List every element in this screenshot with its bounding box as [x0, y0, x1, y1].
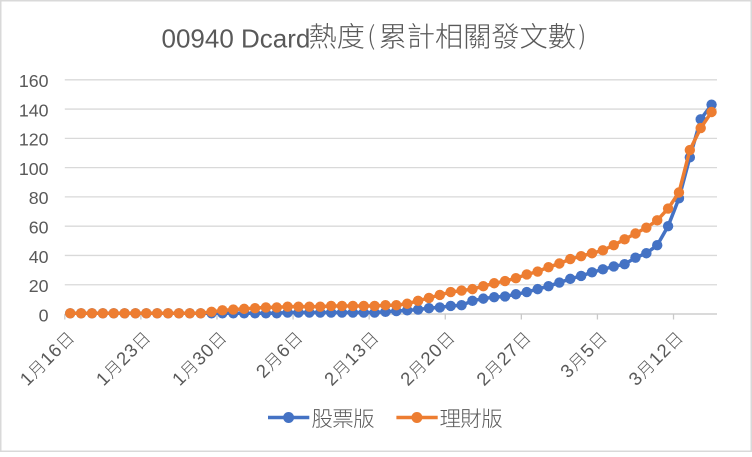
- svg-text:20: 20: [29, 276, 49, 296]
- svg-text:120: 120: [19, 130, 49, 150]
- svg-text:60: 60: [29, 217, 49, 237]
- svg-text:80: 80: [29, 188, 49, 208]
- svg-text:140: 140: [19, 100, 49, 120]
- svg-text:40: 40: [29, 247, 49, 267]
- svg-text:00940 Dcard: 00940 Dcard: [162, 23, 311, 53]
- svg-text:160: 160: [19, 71, 49, 91]
- svg-text:0: 0: [39, 305, 49, 325]
- svg-text:100: 100: [19, 159, 49, 179]
